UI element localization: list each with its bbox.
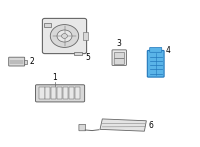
FancyBboxPatch shape [42,18,87,54]
FancyBboxPatch shape [79,124,86,131]
Polygon shape [100,119,146,131]
FancyBboxPatch shape [114,59,124,65]
Text: 5: 5 [85,53,90,62]
Bar [75,87,80,99]
FancyBboxPatch shape [147,50,164,77]
FancyBboxPatch shape [112,50,126,65]
Text: 3: 3 [117,39,122,48]
Bar [63,87,68,99]
Bar [45,87,50,99]
Bar [83,32,88,40]
FancyBboxPatch shape [36,85,85,102]
Text: 1: 1 [52,73,57,82]
Bar [114,52,124,58]
Text: 2: 2 [29,57,34,66]
Ellipse shape [50,25,79,47]
Bar [57,87,62,99]
FancyBboxPatch shape [150,47,162,52]
Bar [24,60,27,64]
Bar [39,87,45,99]
Text: 6: 6 [148,121,153,130]
Bar [69,87,74,99]
Bar [74,52,82,55]
Text: 4: 4 [165,46,170,55]
Bar [51,87,56,99]
Ellipse shape [57,30,72,42]
FancyBboxPatch shape [9,57,25,66]
Bar [44,23,51,27]
Ellipse shape [62,34,67,38]
